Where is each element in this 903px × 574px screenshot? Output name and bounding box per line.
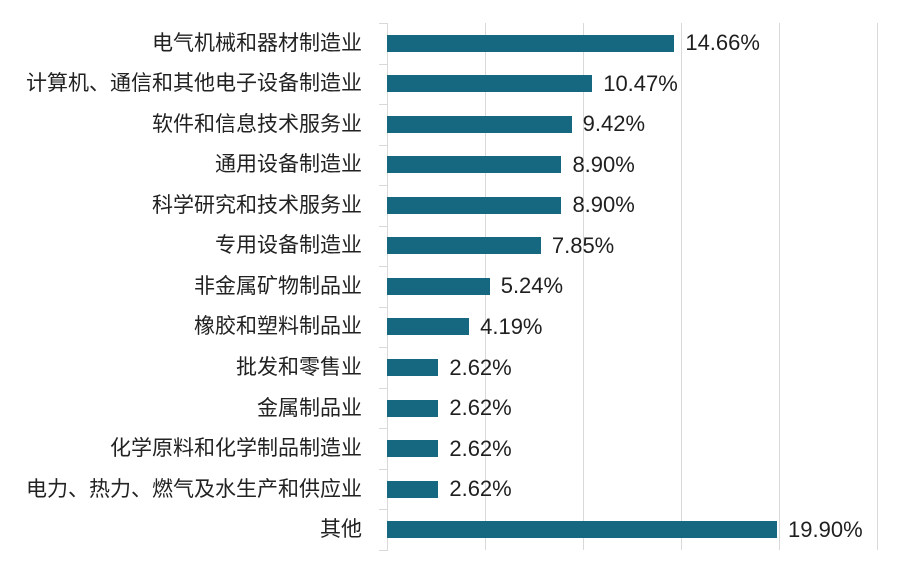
gridline xyxy=(779,23,780,550)
category-label: 电气机械和器材制造业 xyxy=(152,31,362,55)
value-label: 2.62% xyxy=(449,435,512,461)
axis-tick xyxy=(379,23,388,24)
gridline xyxy=(681,23,682,550)
axis-tick xyxy=(379,185,388,187)
bar xyxy=(387,156,562,174)
gridline xyxy=(583,23,584,550)
value-label: 2.62% xyxy=(449,354,512,380)
axis-tick xyxy=(379,104,388,106)
axis-tick xyxy=(379,347,388,349)
category-label: 专用设备制造业 xyxy=(215,234,362,258)
value-label: 7.85% xyxy=(551,232,615,258)
bar xyxy=(387,399,439,417)
bar xyxy=(387,277,490,295)
chart-row: 金属制品业 2.62% xyxy=(0,388,903,429)
chart-row: 科学研究和技术服务业 8.90% xyxy=(0,185,903,226)
chart-row: 非金属矿物制品业 5.24% xyxy=(0,266,903,307)
axis-tick xyxy=(379,266,388,268)
axis-tick xyxy=(379,550,388,551)
value-label: 9.42% xyxy=(582,111,646,137)
axis-tick xyxy=(379,144,388,146)
value-label: 8.90% xyxy=(572,192,635,218)
value-label: 5.24% xyxy=(500,273,564,299)
category-label: 计算机、通信和其他电子设备制造业 xyxy=(26,72,362,96)
value-label: 10.47% xyxy=(603,70,678,96)
gridline xyxy=(877,23,878,550)
category-label: 化学原料和化学制品制造业 xyxy=(110,437,362,461)
category-label: 非金属矿物制品业 xyxy=(194,274,362,298)
chart-row: 专用设备制造业 7.85% xyxy=(0,226,903,267)
bar xyxy=(387,521,778,539)
category-label: 软件和信息技术服务业 xyxy=(152,112,362,136)
chart-row: 软件和信息技术服务业 9.42% xyxy=(0,104,903,145)
axis-tick xyxy=(379,509,388,511)
category-label: 科学研究和技术服务业 xyxy=(152,193,362,217)
chart-row: 批发和零售业 2.62% xyxy=(0,347,903,388)
chart-row: 其他 19.90% xyxy=(0,509,903,550)
chart-row: 电气机械和器材制造业 14.66% xyxy=(0,23,903,64)
axis-tick xyxy=(379,63,388,65)
bar xyxy=(387,196,562,214)
bar xyxy=(387,34,675,52)
axis-tick xyxy=(379,428,388,430)
chart-row: 计算机、通信和其他电子设备制造业 10.47% xyxy=(0,64,903,105)
chart-row: 电力、热力、燃气及水生产和供应业 2.62% xyxy=(0,469,903,510)
category-label: 橡胶和塑料制品业 xyxy=(194,315,362,339)
value-label: 8.90% xyxy=(572,151,635,177)
bar xyxy=(387,75,593,93)
value-label: 2.62% xyxy=(449,395,512,421)
axis-tick xyxy=(379,387,388,389)
bar xyxy=(387,237,541,255)
value-label: 19.90% xyxy=(788,516,863,542)
bar xyxy=(387,359,439,377)
chart-row: 化学原料和化学制品制造业 2.62% xyxy=(0,428,903,469)
axis-tick xyxy=(379,306,388,308)
chart-row: 通用设备制造业 8.90% xyxy=(0,145,903,186)
bar xyxy=(387,318,470,336)
chart-row: 橡胶和塑料制品业 4.19% xyxy=(0,307,903,348)
bar xyxy=(387,115,572,133)
category-label: 金属制品业 xyxy=(257,396,362,420)
axis-tick xyxy=(379,468,388,470)
bar xyxy=(387,440,439,458)
chart-rows: 电气机械和器材制造业 14.66% 计算机、通信和其他电子设备制造业 10.47% 软件… xyxy=(0,23,903,550)
category-label: 通用设备制造业 xyxy=(215,153,362,177)
category-label: 电力、热力、燃气及水生产和供应业 xyxy=(26,477,362,501)
category-label: 其他 xyxy=(320,518,362,542)
value-label: 14.66% xyxy=(685,30,760,56)
value-label: 2.62% xyxy=(449,476,512,502)
category-label: 批发和零售业 xyxy=(236,355,362,379)
bar xyxy=(387,480,439,498)
value-label: 4.19% xyxy=(480,313,543,339)
axis-tick xyxy=(379,225,388,227)
